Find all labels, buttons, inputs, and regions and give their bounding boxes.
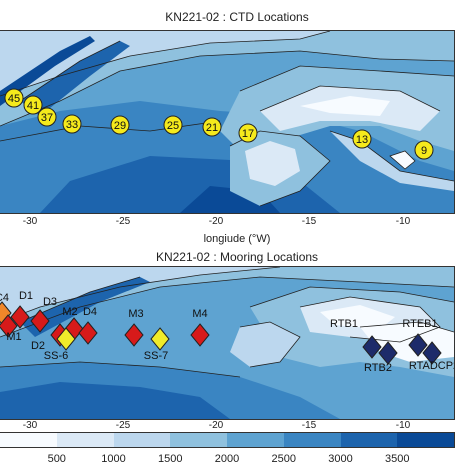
colorbar-swatch: [340, 433, 398, 447]
ctd-station-label: 45: [8, 93, 20, 105]
ctd-station-marker: 25: [163, 115, 183, 135]
mooring-marker: M1: [0, 314, 22, 343]
ctd-x-tick-label: -15: [301, 216, 317, 227]
mooring-marker: RTEB1: [402, 318, 438, 357]
mooring-marker: RTB1: [330, 318, 382, 359]
mooring-label: D2: [31, 340, 45, 352]
ctd-station-label: 9: [421, 145, 427, 157]
colorbar-swatch: [113, 433, 171, 447]
colorbar-label: 1500: [158, 453, 183, 465]
ctd-x-tick-label: -10: [395, 216, 411, 227]
ctd-station-label: 41: [27, 100, 39, 112]
mooring-marker: M4: [190, 308, 210, 347]
mooring-marker: SS-7: [144, 327, 170, 362]
ctd-station-marker: 33: [62, 114, 82, 134]
ctd-station-marker: 41: [23, 95, 43, 115]
mooring-x-tick-label: -15: [301, 420, 317, 431]
colorbar-label: 2500: [271, 453, 296, 465]
mooring-marker: SS-6: [44, 327, 76, 362]
ctd-map-panel: 45 41 37 33 29 25 21 17 13 9: [0, 30, 455, 214]
ctd-station-marker: 45: [4, 88, 24, 108]
ctd-station-label: 13: [356, 134, 368, 146]
mooring-label: RTB2: [364, 362, 392, 374]
mooring-x-tick-label: -10: [395, 420, 411, 431]
colorbar-swatch: [227, 433, 284, 447]
colorbar-swatch: [0, 433, 57, 447]
ctd-x-axis-label: longiude (°W): [203, 233, 271, 245]
mooring-x-tick-label: -25: [115, 420, 131, 431]
colorbar-label: 1000: [101, 453, 126, 465]
colorbar-swatch: [283, 433, 341, 447]
ctd-station-label: 29: [114, 120, 126, 132]
mooring-label: SS-6: [44, 350, 68, 362]
mooring-label: M4: [192, 308, 207, 320]
ctd-station-marker: 13: [352, 129, 372, 149]
mooring-x-tick-label: -20: [208, 420, 224, 431]
mooring-marker: D4: [78, 306, 98, 345]
depth-colorbar: [0, 432, 455, 448]
mooring-label: RTEB1: [402, 318, 437, 330]
ctd-station-label: 17: [242, 128, 254, 140]
ctd-station-label: 21: [206, 122, 218, 134]
mooring-marker: D3: [30, 296, 57, 333]
colorbar-swatch: [397, 433, 454, 447]
mooring-label: SS-7: [144, 350, 168, 362]
mooring-label: C4: [0, 292, 9, 304]
colorbar-label: 3500: [385, 453, 410, 465]
colorbar-label: 2000: [214, 453, 240, 465]
ctd-map-title: KN221-02 : CTD Locations: [165, 10, 309, 24]
ctd-station-label: 33: [66, 119, 78, 131]
mooring-label: D3: [43, 296, 57, 308]
ctd-x-tick-label: -20: [208, 216, 224, 227]
mooring-label: D4: [83, 306, 97, 318]
colorbar-swatch: [56, 433, 114, 447]
ctd-station-marker: 37: [37, 107, 57, 127]
mooring-label: RTB1: [330, 318, 358, 330]
ctd-station-label: 37: [41, 112, 53, 124]
mooring-marker: RTADCP2: [409, 341, 454, 372]
ctd-station-marker: 17: [238, 123, 258, 143]
mooring-label: M1: [6, 331, 21, 343]
mooring-label: RTADCP2: [409, 360, 454, 372]
ctd-station-marker: 29: [110, 115, 130, 135]
mooring-label: D1: [19, 290, 33, 302]
ctd-station-marker: 9: [414, 140, 434, 160]
colorbar-label: 3000: [328, 453, 353, 465]
mooring-marker: M3: [124, 308, 144, 347]
mooring-marker: D1: [10, 290, 33, 329]
mooring-map-title: KN221-02 : Mooring Locations: [155, 250, 319, 264]
mooring-x-tick-label: -30: [22, 420, 38, 431]
ctd-station-label: 25: [167, 120, 179, 132]
ctd-x-tick-label: -30: [22, 216, 38, 227]
mooring-label: M2: [62, 306, 77, 318]
colorbar-label: 500: [47, 453, 66, 465]
colorbar-swatch: [170, 433, 227, 447]
mooring-marker: RTB2: [364, 341, 398, 374]
ctd-x-tick-label: -25: [115, 216, 131, 227]
mooring-label: M3: [128, 308, 143, 320]
ctd-station-marker: 21: [202, 117, 222, 137]
